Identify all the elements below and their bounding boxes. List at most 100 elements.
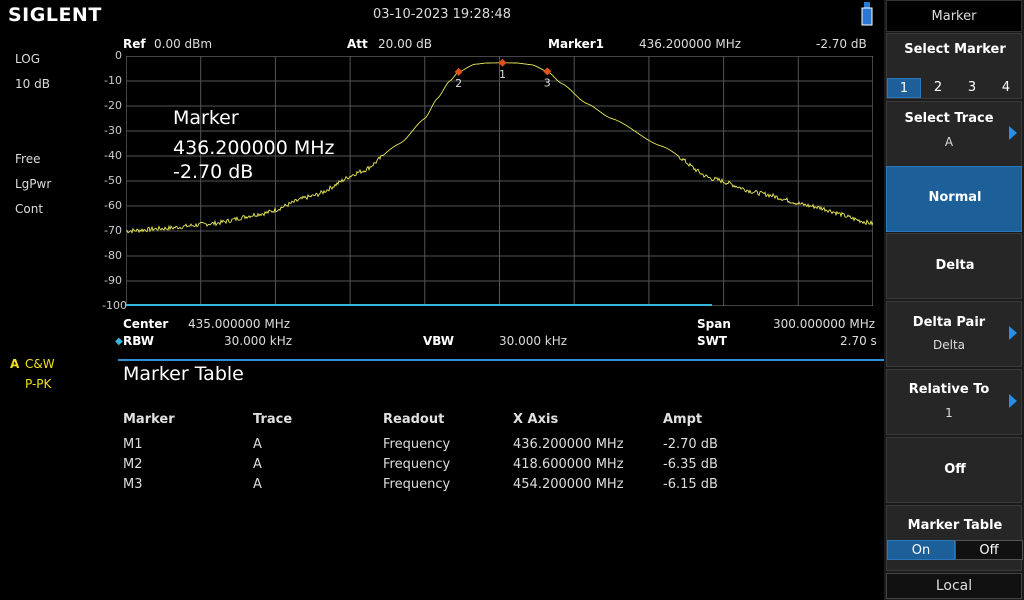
marker-table-cell: M1 <box>123 437 143 452</box>
span-value[interactable]: 300.000000 MHz <box>773 317 876 331</box>
marker-table-cell: Frequency <box>383 477 451 492</box>
vbw-label: VBW <box>423 334 455 348</box>
marker-table-cell: A <box>253 457 262 472</box>
y-tick-label: -40 <box>104 149 122 162</box>
y-tick-label: -20 <box>104 99 122 112</box>
sweep-progress-bar <box>126 304 712 306</box>
marker-table-toggle-label: Marker Table <box>907 518 1003 533</box>
y-tick-label: -100 <box>102 299 127 312</box>
center-value[interactable]: 435.000000 MHz <box>188 317 291 331</box>
ref-label: Ref <box>123 37 146 51</box>
marker-table-header: X Axis <box>513 412 559 427</box>
marker-table-on[interactable]: On <box>887 540 955 560</box>
marker-table-toggle[interactable]: Marker Table On Off <box>886 505 1023 571</box>
marker-2-label: 2 <box>455 77 462 90</box>
trace-letter: A <box>10 357 20 371</box>
ref-value[interactable]: 0.00 dBm <box>154 37 213 51</box>
marker-table-cell: A <box>253 477 262 492</box>
marker-table-cell: M3 <box>123 477 143 492</box>
marker-overlay-freq: 436.200000 MHz <box>173 137 335 159</box>
chevron-right-icon <box>1009 394 1017 408</box>
att-value[interactable]: 20.00 dB <box>378 37 433 51</box>
marker-overlay-title: Marker <box>173 107 239 129</box>
att-label: Att <box>347 37 368 51</box>
y-tick-label: -50 <box>104 174 122 187</box>
marker-option-2[interactable]: 2 <box>933 80 943 95</box>
marker-table-header: Marker <box>123 412 175 427</box>
marker-3-point <box>543 67 552 76</box>
center-label: Center <box>123 317 169 331</box>
scale-type: LOG <box>15 52 41 66</box>
trace-mode: C&W <box>25 357 55 371</box>
chevron-right-icon <box>1009 126 1017 140</box>
delta-button[interactable]: Delta <box>886 233 1022 299</box>
normal-label: Normal <box>928 190 982 205</box>
marker-table-title: Marker Table <box>123 363 244 385</box>
y-tick-label: -90 <box>104 274 122 287</box>
rbw-label: RBW <box>123 334 154 348</box>
marker-table-header: Ampt <box>663 412 703 427</box>
marker-table-cell: Frequency <box>383 437 451 452</box>
marker-table-cell: A <box>253 437 262 452</box>
spectrum-plot[interactable]: 1 2 3 <box>126 56 873 306</box>
marker-table-cell: -6.15 dB <box>663 477 718 492</box>
relative-to-button[interactable]: Relative To 1 <box>886 369 1022 435</box>
marker-overlay-ampl: -2.70 dB <box>173 161 254 183</box>
detector: LgPwr <box>15 177 52 191</box>
local-button[interactable]: Local <box>886 573 1022 599</box>
relative-to-value: 1 <box>945 406 953 420</box>
swt-label: SWT <box>697 334 728 348</box>
marker-label: Marker1 <box>548 37 605 51</box>
marker-points: 1 2 3 <box>454 58 552 90</box>
marker-table-cell: 454.200000 MHz <box>513 477 624 492</box>
trace-detector: P-PK <box>25 377 52 391</box>
usb-icon <box>861 2 873 26</box>
marker-ampl: -2.70 dB <box>816 37 867 51</box>
rbw-value[interactable]: 30.000 kHz <box>224 334 293 348</box>
marker-table-cell: Frequency <box>383 457 451 472</box>
span-label: Span <box>697 317 731 331</box>
marker-1-label: 1 <box>499 68 506 81</box>
marker-table-off[interactable]: Off <box>955 540 1023 560</box>
swt-value[interactable]: 2.70 s <box>840 334 877 348</box>
delta-pair-value: Delta <box>932 338 965 352</box>
menu-title: Marker <box>886 0 1022 32</box>
y-tick-label: -10 <box>104 74 122 87</box>
marker-table-header: Trace <box>253 412 293 427</box>
plot-grid <box>126 56 873 306</box>
delta-label: Delta <box>935 258 975 273</box>
select-trace-label: Select Trace <box>904 111 994 126</box>
scale-div: 10 dB <box>15 77 50 91</box>
y-tick-label: -80 <box>104 249 122 262</box>
select-marker-button[interactable]: Select Marker 1 2 3 4 <box>886 33 1022 99</box>
trigger-mode: Free <box>15 152 41 166</box>
marker-2-point <box>454 67 463 76</box>
select-marker-label: Select Marker <box>904 42 1006 57</box>
off-button[interactable]: Off <box>886 437 1022 503</box>
select-trace-value: A <box>944 135 954 149</box>
marker-table-cell: M2 <box>123 457 143 472</box>
delta-pair-button[interactable]: Delta Pair Delta <box>886 301 1022 367</box>
marker-table-divider <box>118 359 884 361</box>
off-label: Off <box>944 462 966 477</box>
brand-logo: SIGLENT <box>8 4 102 26</box>
y-tick-label: -60 <box>104 199 122 212</box>
y-tick-label: 0 <box>115 49 122 62</box>
marker-table-cell: -2.70 dB <box>663 437 718 452</box>
marker-3-label: 3 <box>544 76 551 89</box>
marker-1-point <box>498 58 507 67</box>
datetime: 03-10-2023 19:28:48 <box>372 7 512 22</box>
delta-pair-label: Delta Pair <box>912 315 986 330</box>
marker-table-cell: 418.600000 MHz <box>513 457 624 472</box>
normal-button[interactable]: Normal <box>886 166 1022 232</box>
marker-option-4[interactable]: 4 <box>1001 80 1011 95</box>
marker-option-3[interactable]: 3 <box>967 80 977 95</box>
select-trace-button[interactable]: Select Trace A <box>886 101 1022 167</box>
vbw-value[interactable]: 30.000 kHz <box>499 334 568 348</box>
marker-freq: 436.200000 MHz <box>639 37 742 51</box>
marker-table-header: Readout <box>383 412 445 427</box>
marker-option-1[interactable]: 1 <box>887 78 921 98</box>
marker-table-cell: -6.35 dB <box>663 457 718 472</box>
relative-to-label: Relative To <box>908 382 990 397</box>
rbw-indicator-icon: ◆ <box>115 336 123 347</box>
